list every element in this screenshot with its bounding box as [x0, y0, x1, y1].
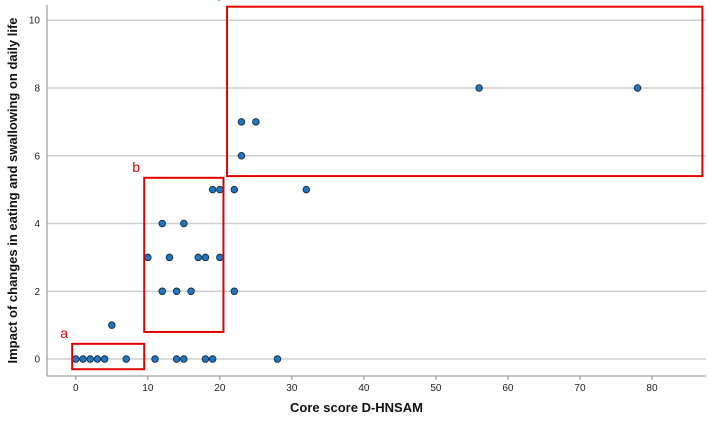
data-point: [158, 287, 166, 296]
data-point: [108, 321, 116, 329]
data-point: [194, 253, 202, 262]
y-axis-label: Impact of changes in eating and swallowi…: [5, 18, 20, 364]
data-point: [158, 219, 166, 228]
y-tick-label: 2: [34, 287, 40, 298]
x-tick-label: 50: [430, 383, 442, 394]
data-point: [252, 118, 260, 126]
data-point: [230, 287, 239, 296]
data-point: [86, 355, 94, 363]
data-point: [273, 355, 282, 363]
annotation-box: [143, 176, 225, 333]
data-point: [475, 84, 483, 92]
x-tick-label: 10: [142, 383, 154, 394]
data-point: [216, 253, 224, 262]
annotation-box: [226, 5, 704, 178]
y-tick-label: 0: [34, 355, 40, 366]
x-tick-label: 60: [502, 383, 514, 394]
annotation-label: a: [60, 325, 68, 341]
data-point: [230, 185, 239, 194]
data-point: [100, 355, 109, 363]
y-tick-label: 8: [34, 84, 40, 95]
x-tick-label: 80: [646, 383, 658, 394]
annotation-label: c: [215, 0, 222, 4]
data-point: [201, 355, 210, 363]
data-point: [208, 355, 217, 363]
annotation-label: b: [132, 159, 140, 175]
data-point: [201, 253, 210, 262]
data-point: [122, 355, 130, 363]
data-point: [165, 253, 174, 262]
x-tick-label: 20: [214, 383, 226, 394]
data-point: [237, 152, 246, 160]
data-point: [187, 287, 195, 296]
data-point: [633, 84, 642, 92]
data-point: [216, 185, 224, 194]
data-point: [79, 355, 87, 363]
y-tick-label: 6: [34, 151, 40, 162]
data-point: [180, 219, 188, 228]
annotation-box: [71, 342, 146, 371]
y-tick-label: 4: [34, 219, 40, 230]
data-point: [208, 185, 217, 194]
data-point: [144, 253, 152, 262]
data-point: [237, 118, 246, 126]
data-point: [172, 287, 181, 296]
y-tick-label: 10: [29, 16, 41, 27]
x-axis-label: Core score D-HNSAM: [290, 400, 423, 415]
data-point: [172, 355, 181, 363]
data-point: [93, 355, 102, 363]
data-point: [302, 185, 311, 194]
x-tick-label: 40: [358, 383, 370, 394]
x-tick-label: 0: [73, 383, 79, 394]
data-point: [72, 355, 80, 363]
x-tick-label: 30: [286, 383, 298, 394]
data-point: [151, 355, 159, 363]
data-point: [180, 355, 188, 363]
x-tick-label: 70: [574, 383, 586, 394]
